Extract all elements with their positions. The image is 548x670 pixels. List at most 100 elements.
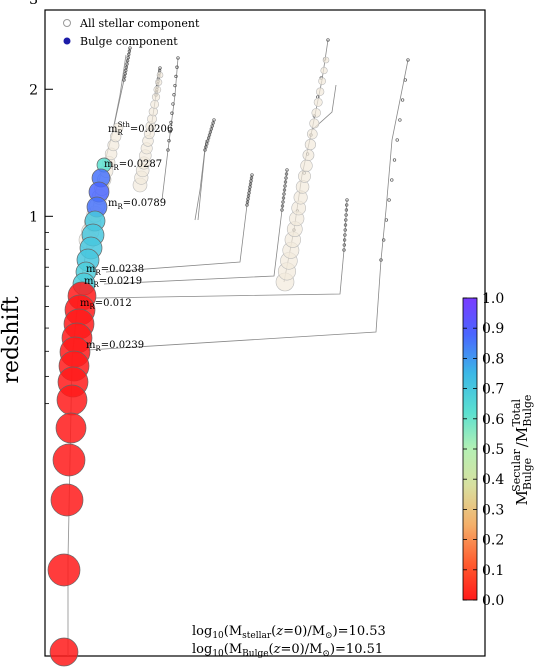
branch-point [158, 66, 162, 70]
branch-point [248, 182, 253, 186]
branch-point [403, 78, 407, 82]
branch-point [284, 176, 288, 180]
branch-point [245, 200, 250, 204]
branch-point [249, 176, 254, 180]
legend: All stellar component Bulge component [63, 17, 200, 48]
branch-point [344, 218, 348, 222]
branch-point [209, 127, 213, 131]
merger-branch-line [103, 169, 288, 285]
colorbar-tick-label: 0.9 [482, 321, 504, 337]
branch-point [128, 46, 132, 50]
bulge-point [47, 553, 81, 587]
branch-point [379, 258, 383, 262]
merger-branch-line [161, 57, 179, 201]
branch-point [124, 68, 128, 73]
branch-point [169, 120, 173, 125]
branch-point [204, 145, 208, 149]
branch-point [281, 196, 286, 200]
branch-point [342, 238, 347, 242]
stellar-halo [318, 77, 326, 86]
branch-point [206, 136, 211, 140]
branch-point [122, 78, 126, 82]
branch-point [176, 56, 180, 60]
colorbar-tick-label: 0.1 [482, 563, 504, 579]
annotation-bulge-mass: log10(MBulge(z=0)/M⊙)=10.51 [192, 642, 383, 659]
legend-label-stellar: All stellar component [79, 17, 200, 30]
stellar-halo [155, 78, 163, 86]
branch-point [246, 194, 251, 198]
branch-point [249, 179, 253, 183]
stellar-halo [322, 56, 330, 64]
colorbar-tick-label: 1.0 [482, 291, 504, 307]
branch-point [123, 71, 127, 76]
branch-point [282, 188, 287, 192]
branch-point [170, 111, 174, 115]
merger-ratio-label: mR=0.0789 [108, 198, 166, 211]
stellar-halo [307, 128, 318, 140]
legend-label-bulge: Bulge component [80, 35, 178, 48]
legend-marker-bulge [63, 37, 71, 45]
branch-point [342, 248, 346, 252]
colorbar-tick-label: 0.3 [482, 502, 504, 518]
branch-point [342, 243, 346, 247]
branch-point [247, 191, 251, 195]
stellar-halo [320, 66, 328, 75]
merger-branch-line [95, 199, 348, 299]
legend-marker-stellar [63, 19, 71, 27]
merger-ratio-label: mR=0.0287 [104, 159, 162, 172]
branch-point [395, 138, 399, 142]
branch-point [207, 133, 212, 137]
colorbar: 1.0 0.9 0.8 0.7 0.6 0.5 0.4 0.3 0.2 0.1 0.0 MBulge… [462, 291, 534, 609]
colorbar-tick-label: 0.8 [482, 351, 504, 367]
stellar-halo [311, 108, 321, 118]
stellar-halo [302, 149, 315, 162]
branch-point [344, 208, 349, 212]
branch-point [406, 58, 410, 62]
bulge-point [50, 483, 84, 517]
branch-point [174, 74, 178, 79]
colorbar-tick-label: 0.2 [482, 533, 504, 549]
branch-point [284, 172, 289, 176]
branch-point [250, 173, 254, 177]
branch-point [247, 188, 252, 192]
branch-point [246, 197, 250, 201]
branch-point [127, 49, 132, 53]
colorbar-tick-label: 0.7 [482, 382, 504, 398]
merger-ratio-label: mRSth=0.0206 [108, 121, 173, 137]
merger-ratio-label: mR=0.0239 [86, 340, 144, 353]
branch-point [125, 59, 130, 63]
branch-point [124, 65, 129, 69]
branch-point [283, 184, 287, 188]
branch-point [206, 139, 210, 143]
branch-point [171, 102, 175, 106]
stellar-halo [151, 92, 161, 102]
y-tick-label: 1 [29, 209, 38, 225]
y-tick-label: 2 [29, 82, 38, 98]
bulge-point [49, 637, 79, 667]
stellar-halo [156, 71, 164, 79]
annotation-stellar-mass: log10(Mstellar(z=0)/M⊙)=10.53 [192, 624, 386, 641]
branch-point [326, 38, 330, 42]
bulge-points [47, 157, 112, 667]
branch-point [208, 130, 213, 134]
branch-point [166, 148, 170, 152]
branch-point [173, 83, 177, 88]
plot-area [44, 9, 486, 657]
stellar-halo [309, 118, 320, 129]
bulge-point [56, 384, 88, 416]
merger-ratio-label: mR=0.0219 [84, 276, 142, 289]
branch-point [398, 118, 402, 122]
merger-ratio-label: mR=0.0238 [86, 264, 144, 277]
stellar-halo [313, 97, 323, 107]
branch-point [126, 55, 130, 60]
stellar-halo [300, 159, 313, 172]
branch-point [343, 233, 347, 237]
branch-point [400, 98, 405, 102]
branch-point [168, 129, 172, 134]
stellar-halo [315, 87, 325, 96]
branch-point [203, 148, 207, 152]
branch-point [280, 204, 285, 208]
branch-point [392, 158, 397, 162]
branch-point [245, 203, 249, 207]
